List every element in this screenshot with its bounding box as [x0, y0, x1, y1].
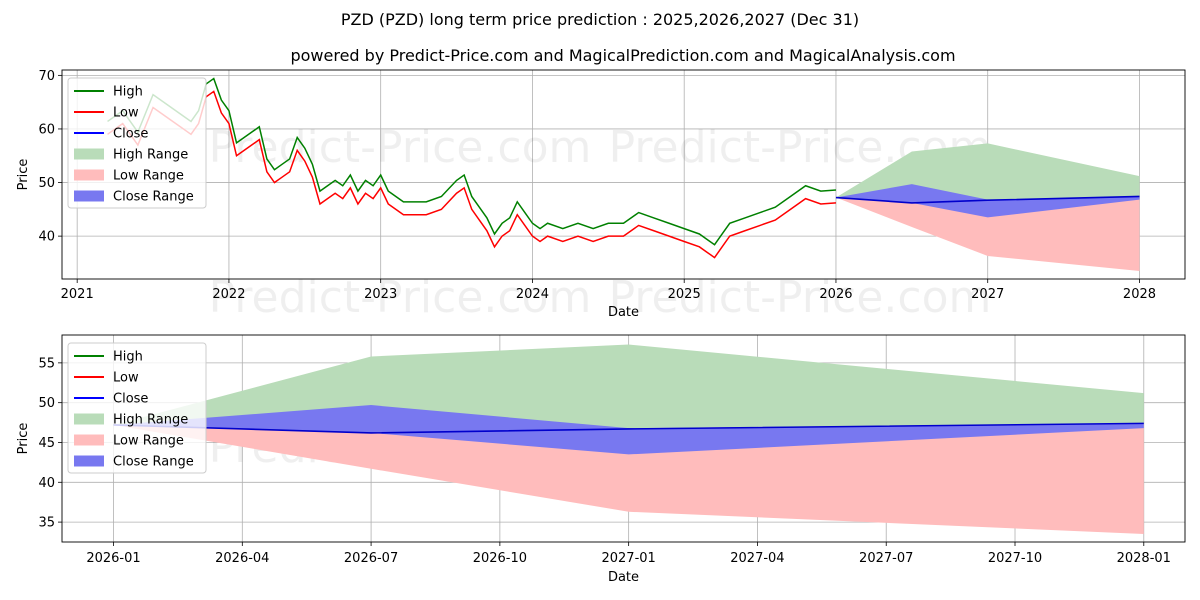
- x-tick-label: 2026-04: [215, 551, 269, 566]
- legend-close-range-swatch: [74, 190, 104, 202]
- plot-frame: [61, 69, 1186, 280]
- x-axis-label: Date: [608, 305, 639, 320]
- y-tick-label: 55: [38, 356, 55, 371]
- legend-close-range-swatch: [74, 455, 104, 467]
- y-tick-label: 35: [38, 516, 55, 531]
- y-axis-label: Price: [16, 423, 31, 455]
- high-line: [107, 77, 837, 246]
- x-tick-label: 2027: [971, 287, 1004, 302]
- legend-low-range-label: Low Range: [113, 434, 184, 449]
- legend-low-range-swatch: [74, 169, 104, 181]
- x-tick-label: 2026-07: [344, 551, 398, 566]
- y-axis-label: Price: [16, 159, 31, 191]
- y-tick-label: 60: [38, 122, 55, 137]
- legend-high-label: High: [113, 85, 143, 100]
- watermark: Predict-Price.com: [609, 272, 992, 323]
- x-tick-label: 2028: [1123, 287, 1156, 302]
- x-tick-label: 2027-10: [988, 551, 1042, 566]
- y-tick-label: 45: [38, 436, 55, 451]
- legend: High Low Close High Range Low Range Close Ran…: [67, 342, 207, 474]
- legend-low-range-label: Low Range: [113, 169, 184, 184]
- legend-high-range-swatch: [74, 413, 104, 425]
- y-tick-label: 50: [38, 176, 55, 191]
- x-tick-label: 2026-01: [86, 551, 140, 566]
- legend-low-label: Low: [113, 106, 139, 121]
- close-prediction-line: [835, 195, 1140, 204]
- legend-high-label: High: [113, 350, 143, 365]
- x-axis-label: Date: [608, 570, 639, 585]
- legend: High Low Close High Range Low Range Close Ran…: [67, 77, 207, 209]
- legend-low-label: Low: [113, 371, 139, 386]
- bottom-panel: 2026-01 2026-04 2026-07 2026-10 2027-01 2027-…: [16, 334, 1186, 585]
- x-tick-label: 2025: [668, 287, 701, 302]
- x-tick-label: 2028-01: [1117, 551, 1171, 566]
- x-tick-label: 2024: [516, 287, 549, 302]
- legend-high-range-label: High Range: [113, 148, 188, 163]
- watermark: Predict-Price.com: [209, 272, 592, 323]
- y-tick-label: 40: [38, 476, 55, 491]
- chart-title: PZD (PZD) long term price prediction : 2…: [341, 10, 859, 29]
- chart-subtitle: powered by Predict-Price.com and Magical…: [290, 46, 955, 65]
- x-tick-label: 2027-07: [859, 551, 913, 566]
- y-tick-label: 50: [38, 396, 55, 411]
- y-tick-label: 70: [38, 69, 55, 84]
- legend-close-label: Close: [113, 392, 148, 407]
- x-tick-label: 2026: [819, 287, 852, 302]
- legend-high-range-swatch: [74, 148, 104, 160]
- x-tick-label: 2026-10: [473, 551, 527, 566]
- legend-high-range-label: High Range: [113, 413, 188, 428]
- plot-frame: [61, 334, 1186, 543]
- x-tick-label: 2023: [364, 287, 397, 302]
- close-prediction-line: [113, 422, 1144, 434]
- low-range-band: [113, 423, 1144, 535]
- legend-close-range-label: Close Range: [113, 455, 194, 470]
- x-tick-label: 2021: [61, 287, 94, 302]
- legend-close-range-label: Close Range: [113, 190, 194, 205]
- x-tick-label: 2027-04: [730, 551, 784, 566]
- x-tick-label: 2022: [212, 287, 245, 302]
- low-line: [107, 90, 837, 259]
- top-panel: 2021 2022 2023 2024 2025 2026 2027 2028 40 50 60 70…: [16, 69, 1186, 323]
- x-tick-label: 2027-01: [601, 551, 655, 566]
- watermark: Predict-Price.com: [209, 122, 592, 173]
- legend-low-range-swatch: [74, 434, 104, 446]
- y-tick-label: 40: [38, 230, 55, 245]
- legend-close-label: Close: [113, 127, 148, 142]
- low-range-band: [835, 196, 1140, 271]
